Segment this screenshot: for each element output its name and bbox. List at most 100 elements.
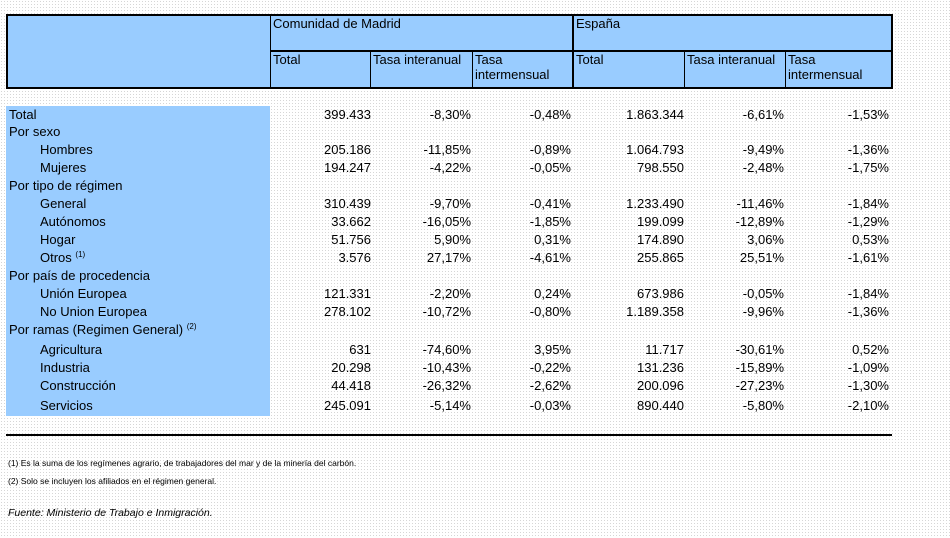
table-cell: 1.064.793 (626, 142, 684, 157)
table-cell: -74,60% (422, 342, 471, 357)
row-label: Mujeres (40, 160, 87, 175)
table-row: Por tipo de régimen (0, 177, 950, 195)
table-cell: 255.865 (637, 250, 684, 265)
row-label: Otros (1) (40, 250, 86, 265)
table-cell: 131.236 (637, 360, 684, 375)
table-cell: -30,61% (735, 342, 784, 357)
table-row: Otros (1) 3.576 27,17% -4,61% 255.865 25,51% -… (0, 249, 950, 267)
table-cell: -1,36% (847, 142, 889, 157)
header-region-madrid: Comunidad de Madrid (271, 16, 572, 50)
col-header-interanual-madrid: Tasa interanual (371, 52, 472, 87)
table-cell: -0,48% (529, 107, 571, 122)
col-header-interanual-espana: Tasa interanual (685, 52, 785, 87)
table-cell: -1,85% (529, 214, 571, 229)
table-row: Hogar 51.756 5,90% 0,31% 174.890 3,06% 0,53% (0, 231, 950, 249)
row-label: Por sexo (9, 124, 61, 139)
table-cell: 194.247 (324, 160, 371, 175)
table-cell: 27,17% (426, 250, 471, 265)
table-row: No Union Europea 278.102 -10,72% -0,80% 1.18… (0, 303, 950, 321)
table-cell: -26,32% (422, 378, 471, 393)
table-row: Por ramas (Regimen General) (2) (0, 321, 950, 339)
table-cell: -15,89% (735, 360, 784, 375)
row-label: Unión Europea (40, 286, 127, 301)
table-cell: 5,90% (434, 232, 471, 247)
table-cell: -0,80% (529, 304, 571, 319)
table-cell: -2,62% (529, 378, 571, 393)
table-cell: 205.186 (324, 142, 371, 157)
table-cell: -1,84% (847, 286, 889, 301)
table-cell: -11,46% (736, 196, 784, 211)
table-cell: -1,30% (847, 378, 889, 393)
table-cell: -9,96% (742, 304, 784, 319)
table-row: Por sexo (0, 123, 950, 141)
table-cell: 0,24% (534, 286, 571, 301)
table-cell: 0,53% (852, 232, 889, 247)
row-label: Construcción (40, 378, 116, 393)
table-cell: -1,53% (847, 107, 889, 122)
table-cell: -10,72% (422, 304, 471, 319)
row-label: No Union Europea (40, 304, 147, 319)
table-cell: -6,61% (742, 107, 784, 122)
table-cell: 174.890 (637, 232, 684, 247)
table-cell: 3,06% (747, 232, 784, 247)
table-cell: -0,22% (529, 360, 571, 375)
source-note: Fuente: Ministerio de Trabajo e Inmigrac… (8, 507, 213, 519)
table-row: Servicios 245.091 -5,14% -0,03% 890.440 -5,80… (0, 397, 950, 415)
table-cell: 310.439 (324, 196, 371, 211)
row-label: General (40, 196, 87, 211)
table-cell: 25,51% (739, 250, 784, 265)
table-cell: -1,75% (847, 160, 889, 175)
header-top-border (6, 14, 892, 16)
table-cell: 0,52% (852, 342, 889, 357)
table-cell: -4,22% (429, 160, 471, 175)
header-region-espana: España (574, 16, 891, 50)
table-cell: -5,14% (429, 398, 471, 413)
table-row: Construcción 44.418 -26,32% -2,62% 200.096 -2… (0, 377, 950, 395)
table-cell: -11,85% (423, 142, 471, 157)
table-row: General 310.439 -9,70% -0,41% 1.233.490 -11,4… (0, 195, 950, 213)
table-row: Por país de procedencia (0, 267, 950, 285)
table-cell: -1,09% (847, 360, 889, 375)
table-cell: 20.298 (331, 360, 371, 375)
table-cell: -8,30% (429, 107, 471, 122)
table-cell: -0,41% (529, 196, 571, 211)
table-cell: -1,61% (847, 250, 889, 265)
table-cell: 3,95% (534, 342, 571, 357)
table-cell: -10,43% (422, 360, 471, 375)
col-header-intermensual-madrid: Tasa intermensual (473, 52, 572, 87)
row-label: Total (9, 107, 37, 122)
row-label: Servicios (40, 398, 93, 413)
table-cell: -0,05% (742, 286, 784, 301)
table-cell: -2,10% (847, 398, 889, 413)
table-cell: -1,84% (847, 196, 889, 211)
footnote-marker: (2) (186, 322, 197, 331)
table-row: Hombres 205.186 -11,85% -0,89% 1.064.793 -9,4… (0, 141, 950, 159)
header-region-madrid-label: Comunidad de Madrid (273, 16, 401, 31)
table-cell: 245.091 (324, 398, 371, 413)
header-bottom-border (6, 87, 892, 89)
table-cell: 0,31% (534, 232, 571, 247)
table-cell: -16,05% (422, 214, 471, 229)
table-cell: 1.863.344 (626, 107, 684, 122)
table-cell: 1.189.358 (626, 304, 684, 319)
header-blank-cell (6, 16, 270, 87)
table-cell: 51.756 (331, 232, 371, 247)
table-row: Unión Europea 121.331 -2,20% 0,24% 673.986 -0… (0, 285, 950, 303)
header-region-espana-label: España (576, 16, 621, 31)
table-cell: -4,61% (529, 250, 571, 265)
table-cell: -1,29% (847, 214, 889, 229)
table-cell: -12,89% (735, 214, 784, 229)
col-header-intermensual-espana: Tasa intermensual (786, 52, 891, 87)
col-header-total-espana: Total (574, 52, 684, 87)
table-cell: -2,48% (742, 160, 784, 175)
table-cell: -27,23% (735, 378, 784, 393)
table-row: Total 399.433 -8,30% -0,48% 1.863.344 -6,61% -… (0, 106, 950, 124)
table-cell: -5,80% (742, 398, 784, 413)
table-cell: -9,49% (742, 142, 784, 157)
label-column-bg (6, 106, 270, 416)
footnote-2: (2) Solo se incluyen los afiliados en el… (8, 476, 217, 486)
table-cell: 278.102 (324, 304, 371, 319)
footnote-marker: (1) (75, 250, 86, 259)
row-label: Industria (40, 360, 90, 375)
table-cell: -0,05% (529, 160, 571, 175)
